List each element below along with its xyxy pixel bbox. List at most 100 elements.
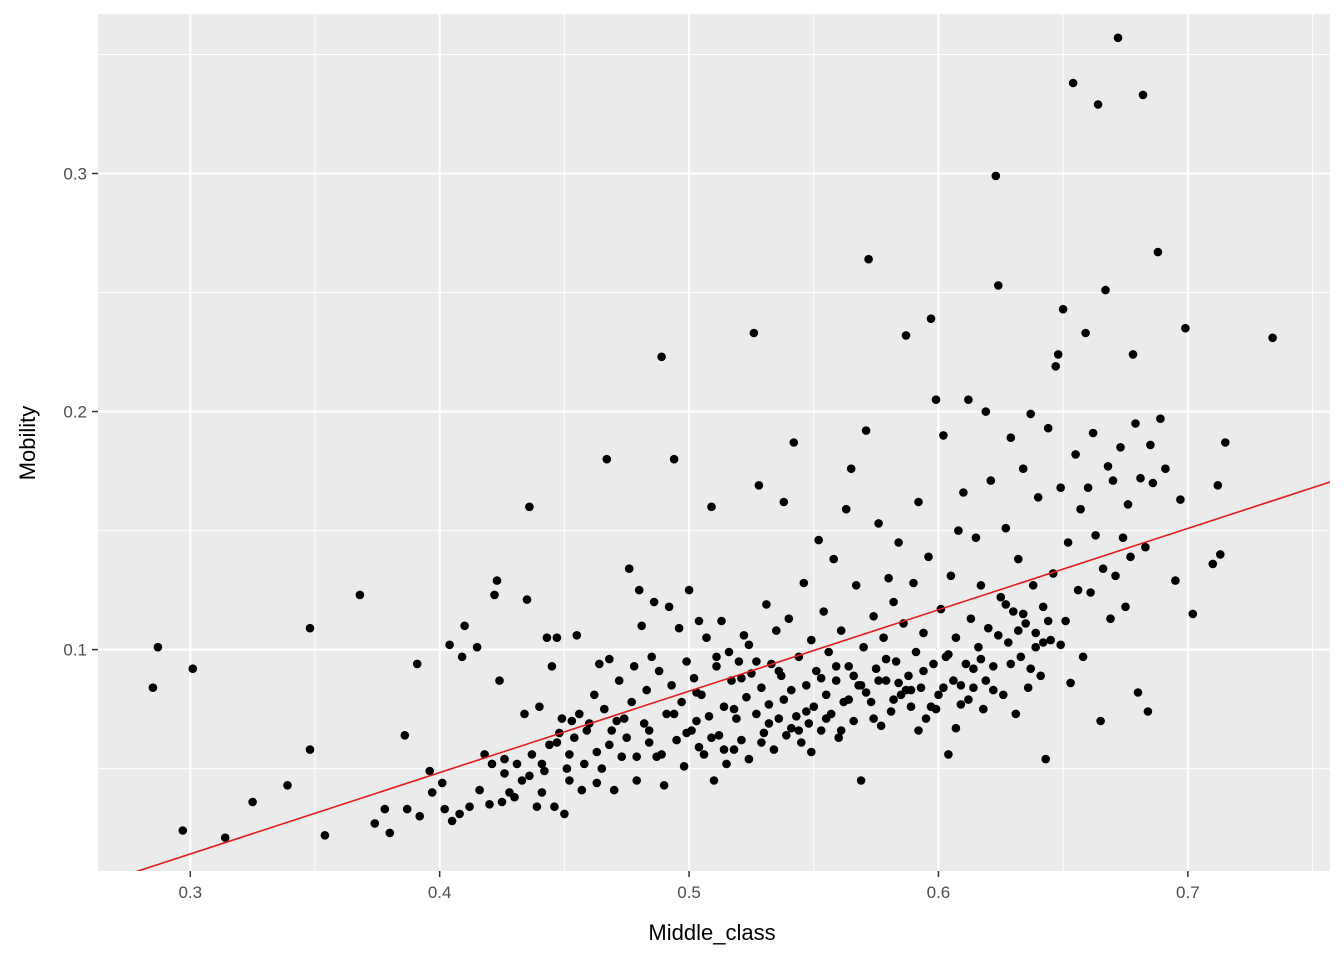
data-point xyxy=(535,702,544,711)
data-point xyxy=(709,776,719,785)
data-point xyxy=(919,628,928,638)
data-point xyxy=(836,726,846,735)
data-point xyxy=(1063,538,1073,547)
data-point xyxy=(619,714,629,723)
data-point xyxy=(707,733,716,742)
data-point xyxy=(846,464,856,474)
data-point xyxy=(864,254,873,264)
data-point xyxy=(547,662,557,671)
data-point xyxy=(712,662,721,671)
data-point xyxy=(440,804,450,814)
data-point xyxy=(1171,576,1180,585)
data-point xyxy=(881,676,891,685)
data-point xyxy=(1028,581,1038,590)
data-point xyxy=(1071,450,1080,459)
data-point xyxy=(1038,602,1048,612)
data-point xyxy=(1014,626,1023,635)
data-point xyxy=(622,733,631,742)
data-point xyxy=(657,750,666,759)
data-point xyxy=(989,685,998,695)
data-point xyxy=(802,707,811,716)
data-point xyxy=(490,590,499,600)
data-point xyxy=(575,709,584,719)
data-point xyxy=(772,626,781,635)
data-point xyxy=(592,747,602,757)
data-point xyxy=(1101,285,1110,295)
data-point xyxy=(739,631,749,640)
data-point xyxy=(729,745,739,754)
data-point xyxy=(737,673,746,683)
data-point xyxy=(647,652,656,662)
data-point xyxy=(774,666,784,676)
data-point xyxy=(220,833,230,842)
data-point xyxy=(934,690,943,700)
data-point xyxy=(874,519,883,528)
data-point xyxy=(994,631,1003,640)
data-point xyxy=(629,662,639,671)
y-tick-label: 0.3 xyxy=(63,164,87,183)
data-point xyxy=(664,602,674,612)
data-point xyxy=(849,716,858,726)
data-point xyxy=(851,581,861,590)
data-point xyxy=(642,685,651,695)
data-point xyxy=(662,709,671,719)
data-point xyxy=(754,481,764,490)
data-point xyxy=(824,647,833,657)
data-point xyxy=(919,666,928,676)
major-gridlines xyxy=(98,14,1330,871)
x-axis-title: Middle_class xyxy=(648,920,775,945)
data-point xyxy=(1014,554,1023,564)
data-point xyxy=(672,735,681,745)
data-point xyxy=(153,642,163,652)
x-tick-label: 0.3 xyxy=(178,883,202,902)
data-point xyxy=(1021,619,1030,628)
data-point xyxy=(500,769,509,778)
data-point xyxy=(1123,500,1133,509)
data-point xyxy=(856,681,866,690)
data-point xyxy=(427,788,437,797)
data-point xyxy=(1176,495,1185,504)
data-point xyxy=(605,740,614,750)
data-point xyxy=(829,554,838,564)
data-point xyxy=(694,616,704,626)
data-point xyxy=(969,683,978,692)
data-point xyxy=(861,688,871,697)
data-point xyxy=(849,671,858,681)
data-point xyxy=(974,642,983,652)
data-point xyxy=(956,681,966,690)
data-point xyxy=(1138,90,1148,100)
data-point xyxy=(707,502,716,512)
data-point xyxy=(520,709,529,719)
data-point xyxy=(674,623,684,633)
data-point xyxy=(1009,607,1018,616)
y-tick-label: 0.1 xyxy=(63,641,87,660)
data-point xyxy=(527,750,537,759)
data-point xyxy=(1141,542,1150,552)
data-point xyxy=(744,754,754,764)
data-point xyxy=(567,716,577,726)
data-point xyxy=(445,640,454,650)
data-point xyxy=(632,776,641,785)
data-point xyxy=(1066,678,1075,688)
data-point xyxy=(644,726,654,735)
data-point xyxy=(959,488,968,497)
data-point xyxy=(757,738,766,747)
data-point xyxy=(799,578,809,588)
data-point xyxy=(644,738,654,747)
data-point xyxy=(447,816,457,826)
data-point xyxy=(951,633,961,642)
data-point xyxy=(577,785,587,795)
data-point xyxy=(901,331,911,340)
data-point xyxy=(976,654,986,664)
data-point xyxy=(782,731,791,740)
data-point xyxy=(1083,483,1093,493)
data-point xyxy=(540,766,549,776)
x-axis: 0.3 0.4 0.5 0.6 0.7 xyxy=(178,871,1200,902)
data-point xyxy=(148,683,158,692)
x-tick-label: 0.4 xyxy=(428,883,452,902)
data-point xyxy=(542,633,552,642)
data-point xyxy=(889,597,898,607)
data-point xyxy=(1181,323,1190,333)
data-point xyxy=(906,702,916,711)
data-point xyxy=(1026,409,1035,419)
